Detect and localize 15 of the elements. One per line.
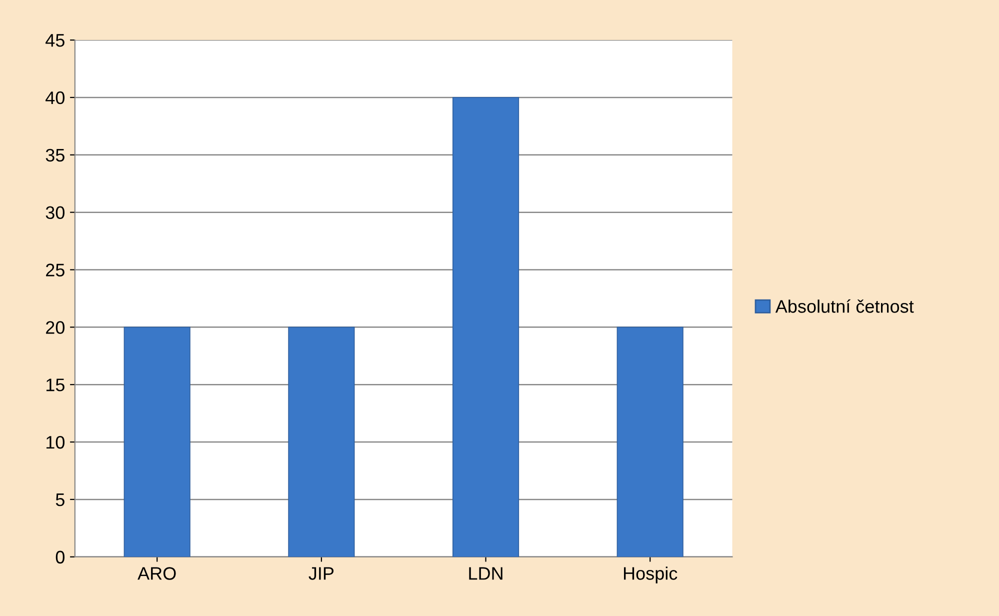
x-tick-label: ARO	[138, 567, 176, 580]
y-tick-label: 0	[56, 550, 64, 564]
y-tick-label: 35	[46, 148, 64, 162]
x-tick-label: JIP	[308, 567, 334, 580]
y-tick-label: 20	[46, 321, 64, 334]
y-tick-label: 30	[46, 206, 64, 220]
y-tick-label: 15	[46, 378, 64, 392]
x-tick-label: Hospic	[624, 566, 678, 584]
y-tick-label: 5	[56, 494, 64, 506]
y-tick-label: 40	[46, 91, 64, 104]
legend-label: Absolutní četnost	[775, 299, 914, 313]
y-tick-label: 45	[46, 34, 64, 47]
y-tick-label: 25	[46, 264, 64, 276]
y-tick-label: 10	[46, 436, 64, 449]
x-tick-label: LDN	[469, 567, 502, 580]
